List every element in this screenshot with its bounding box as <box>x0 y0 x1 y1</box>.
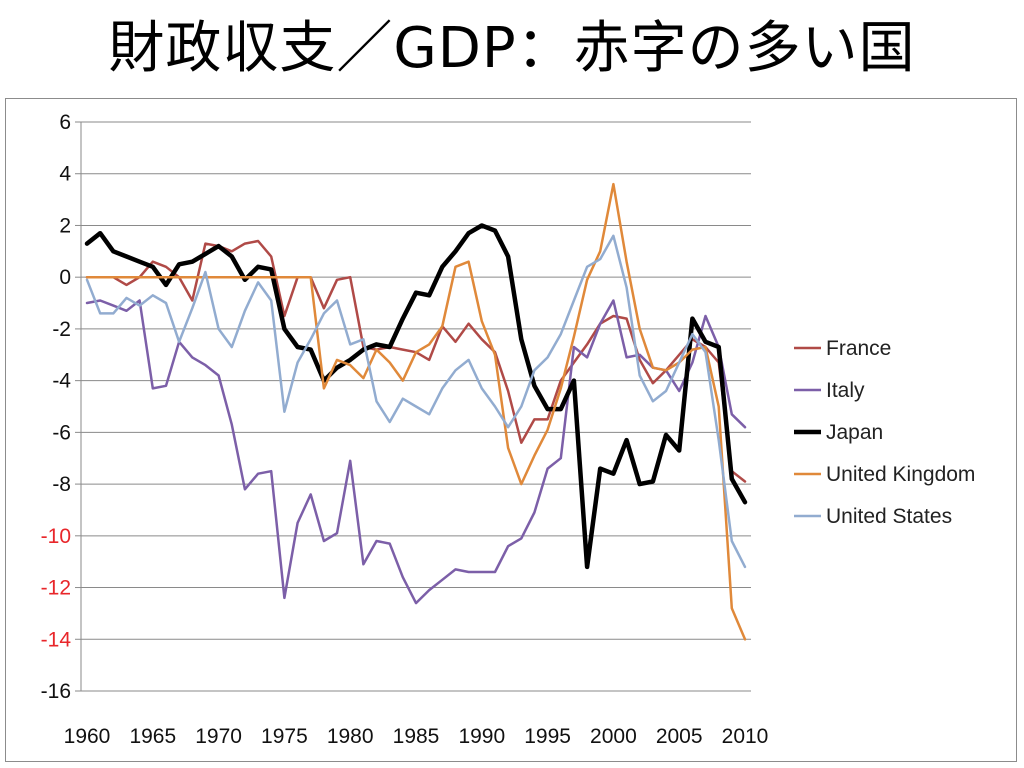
x-tick-label: 2000 <box>590 725 637 748</box>
y-tick-label: -10 <box>41 525 71 548</box>
series-line-italy <box>85 299 747 605</box>
y-tick-label: -16 <box>41 680 71 703</box>
y-tick-label: -14 <box>41 628 72 651</box>
y-tick-label: -6 <box>52 421 71 444</box>
y-tick-label: 4 <box>59 163 71 186</box>
x-tick-label: 2005 <box>656 725 703 748</box>
chart-frame: 6 4 2 0 -2 -4 -6 -8 -10 -12 -14 -16 1960 1965 1970 1975… <box>5 98 1017 762</box>
x-tick-label: 2010 <box>722 725 769 748</box>
x-tick-label: 1960 <box>64 725 111 748</box>
y-tick-label: -8 <box>52 473 71 496</box>
legend-label: United Kingdom <box>826 463 975 486</box>
x-tick-label: 1995 <box>524 725 571 748</box>
legend-label: Italy <box>826 379 865 402</box>
x-tick-label: 1970 <box>195 725 242 748</box>
legend-label: France <box>826 337 891 360</box>
legend-label: United States <box>826 505 952 528</box>
series-line-japan <box>84 223 748 570</box>
y-tick-label: 2 <box>59 214 71 237</box>
x-tick-label: 1965 <box>129 725 176 748</box>
y-tick-label: 0 <box>59 266 71 289</box>
y-tick-label: -4 <box>52 370 71 393</box>
line-chart: 6 4 2 0 -2 -4 -6 -8 -10 -12 -14 -16 1960 1965 1970 1975… <box>41 111 976 748</box>
y-tick-label: 6 <box>59 111 71 134</box>
y-tick-label: -2 <box>52 318 71 341</box>
x-tick-label: 1990 <box>458 725 505 748</box>
legend-label: Japan <box>826 421 883 444</box>
series-line-united-kingdom <box>85 182 747 641</box>
x-tick-label: 1985 <box>393 725 440 748</box>
slide-title: 財政収支／GDP：赤字の多い国 <box>108 16 916 81</box>
x-tick-label: 1980 <box>327 725 374 748</box>
series-line-united-states <box>85 234 747 569</box>
x-tick-label: 1975 <box>261 725 308 748</box>
y-tick-label: -12 <box>41 577 71 600</box>
